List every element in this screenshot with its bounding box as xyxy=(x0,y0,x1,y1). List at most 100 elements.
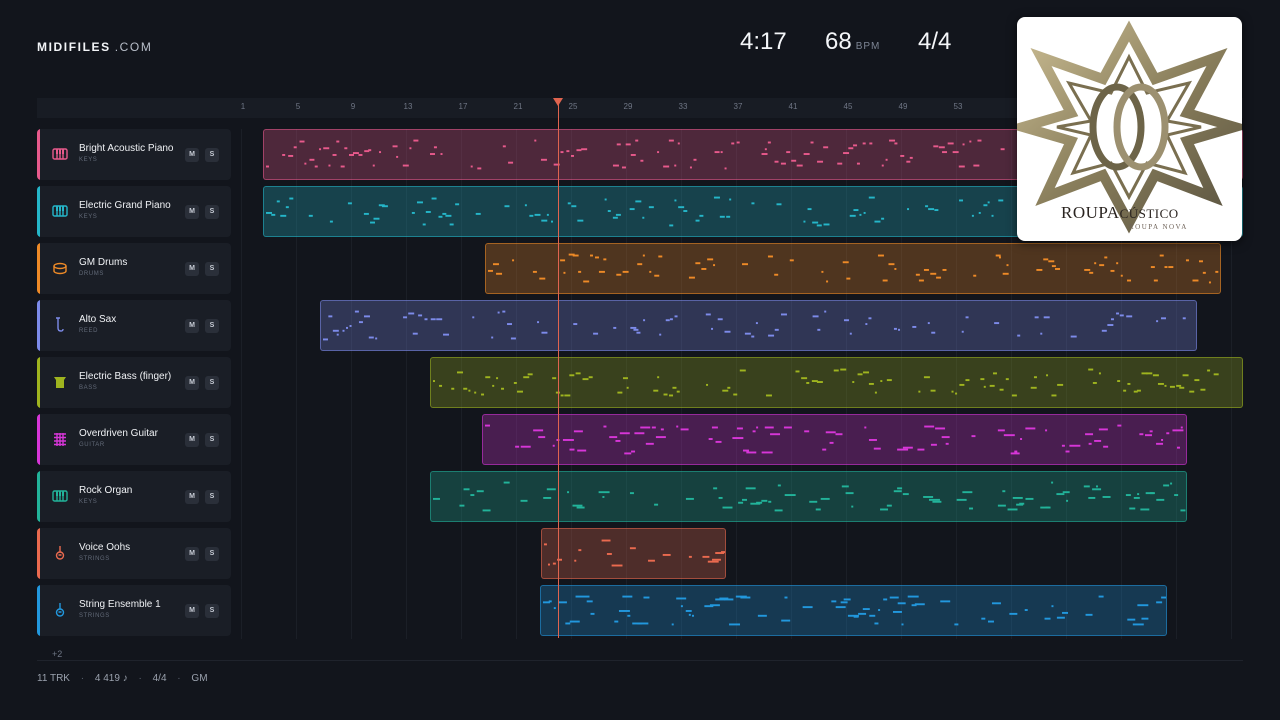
note xyxy=(1180,426,1183,429)
solo-button[interactable]: S xyxy=(205,433,219,447)
note xyxy=(859,213,862,216)
mute-button[interactable]: M xyxy=(185,490,199,504)
note xyxy=(611,564,623,567)
note xyxy=(663,165,670,168)
note xyxy=(706,383,709,386)
arrangement-lanes[interactable] xyxy=(235,129,1243,639)
midi-clip[interactable] xyxy=(485,243,1221,294)
track-color-bar xyxy=(37,243,40,294)
track-header[interactable]: Electric Grand Piano KEYS M S xyxy=(37,186,231,237)
note xyxy=(893,490,902,493)
note xyxy=(843,319,849,322)
ruler-tick: 37 xyxy=(733,102,743,111)
note xyxy=(1033,376,1037,379)
track-header[interactable]: GM Drums DRUMS M S xyxy=(37,243,231,294)
note xyxy=(685,497,694,500)
note xyxy=(1198,260,1203,263)
mute-button[interactable]: M xyxy=(185,433,199,447)
note xyxy=(1085,613,1093,616)
mute-button[interactable]: M xyxy=(185,376,199,390)
track-header[interactable]: Alto Sax REED M S xyxy=(37,300,231,351)
solo-button[interactable]: S xyxy=(205,262,219,276)
note xyxy=(1110,318,1114,321)
note xyxy=(1051,481,1054,484)
note xyxy=(735,595,747,598)
track-header[interactable]: Electric Bass (finger) BASS M S xyxy=(37,357,231,408)
playhead-marker[interactable] xyxy=(553,98,563,106)
note xyxy=(852,381,855,383)
solo-button[interactable]: S xyxy=(205,490,219,504)
midi-clip[interactable] xyxy=(482,414,1187,465)
note xyxy=(868,317,872,320)
track-header[interactable]: Rock Organ KEYS M S xyxy=(37,471,231,522)
playhead[interactable] xyxy=(558,104,559,638)
note xyxy=(352,152,359,155)
note xyxy=(502,145,506,148)
note xyxy=(552,562,556,565)
note xyxy=(629,208,635,211)
note xyxy=(745,487,756,490)
track-header[interactable]: Voice Oohs STRINGS M S xyxy=(37,528,231,579)
track-header[interactable]: Overdriven Guitar GUITAR M S xyxy=(37,414,231,465)
bar-gridline xyxy=(516,129,517,639)
note xyxy=(733,393,738,396)
note xyxy=(640,159,644,162)
bar-gridline xyxy=(626,129,627,639)
mute-button[interactable]: M xyxy=(185,205,199,219)
note xyxy=(1056,616,1065,619)
note xyxy=(822,448,827,451)
solo-button[interactable]: S xyxy=(205,205,219,219)
solo-button[interactable]: S xyxy=(205,604,219,618)
note xyxy=(456,371,463,374)
note xyxy=(408,312,415,315)
midi-clip[interactable] xyxy=(541,528,726,579)
note xyxy=(802,606,813,609)
note xyxy=(578,270,582,273)
mute-button[interactable]: M xyxy=(185,604,199,618)
note xyxy=(1085,433,1094,436)
note xyxy=(589,254,593,257)
solo-button[interactable]: S xyxy=(205,148,219,162)
note xyxy=(971,435,976,438)
note xyxy=(613,326,617,329)
note xyxy=(1180,509,1186,512)
note xyxy=(965,379,970,382)
note xyxy=(630,326,637,329)
midi-clip[interactable] xyxy=(430,471,1187,522)
note xyxy=(1200,388,1206,391)
more-tracks-indicator[interactable]: +2 xyxy=(52,649,63,659)
track-header[interactable]: Bright Acoustic Piano KEYS M S xyxy=(37,129,231,180)
note xyxy=(442,212,447,215)
note-count: 4 419 ♪ xyxy=(94,673,128,684)
note xyxy=(674,199,677,202)
mute-button[interactable]: M xyxy=(185,262,199,276)
note xyxy=(1012,496,1023,499)
note xyxy=(1056,493,1065,496)
midi-clip[interactable] xyxy=(540,585,1167,636)
note xyxy=(1170,482,1173,485)
note xyxy=(280,214,287,217)
midi-clip[interactable] xyxy=(320,300,1197,351)
note xyxy=(1043,258,1049,261)
mute-button[interactable]: M xyxy=(185,319,199,333)
note xyxy=(1164,384,1167,387)
note xyxy=(553,163,560,166)
note xyxy=(1045,506,1051,509)
note xyxy=(669,224,674,227)
note xyxy=(809,500,818,503)
mute-button[interactable]: M xyxy=(185,148,199,162)
note xyxy=(285,206,289,209)
note xyxy=(569,448,575,451)
note xyxy=(470,494,475,497)
mute-button[interactable]: M xyxy=(185,547,199,561)
midi-clip[interactable] xyxy=(430,357,1243,408)
note xyxy=(363,315,370,318)
solo-button[interactable]: S xyxy=(205,376,219,390)
note xyxy=(265,211,272,214)
note xyxy=(612,164,619,167)
solo-button[interactable]: S xyxy=(205,319,219,333)
note xyxy=(443,333,450,336)
bar-ruler[interactable]: 1 5 9 13 17 21 25 29 33 37 41 45 49 53 xyxy=(37,98,1243,118)
solo-button[interactable]: S xyxy=(205,547,219,561)
track-header[interactable]: String Ensemble 1 STRINGS M S xyxy=(37,585,231,636)
